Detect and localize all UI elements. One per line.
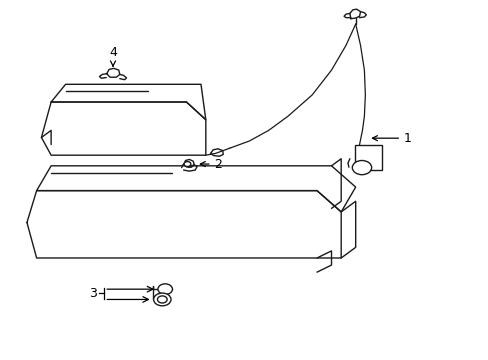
Text: 1: 1 [372, 132, 411, 145]
Text: 4: 4 [109, 46, 117, 66]
FancyBboxPatch shape [354, 145, 381, 170]
Circle shape [183, 162, 190, 167]
Circle shape [157, 296, 167, 303]
Circle shape [153, 293, 171, 306]
Circle shape [351, 161, 371, 175]
Circle shape [158, 284, 172, 294]
Text: 3: 3 [89, 287, 97, 300]
Text: 2: 2 [200, 158, 222, 171]
